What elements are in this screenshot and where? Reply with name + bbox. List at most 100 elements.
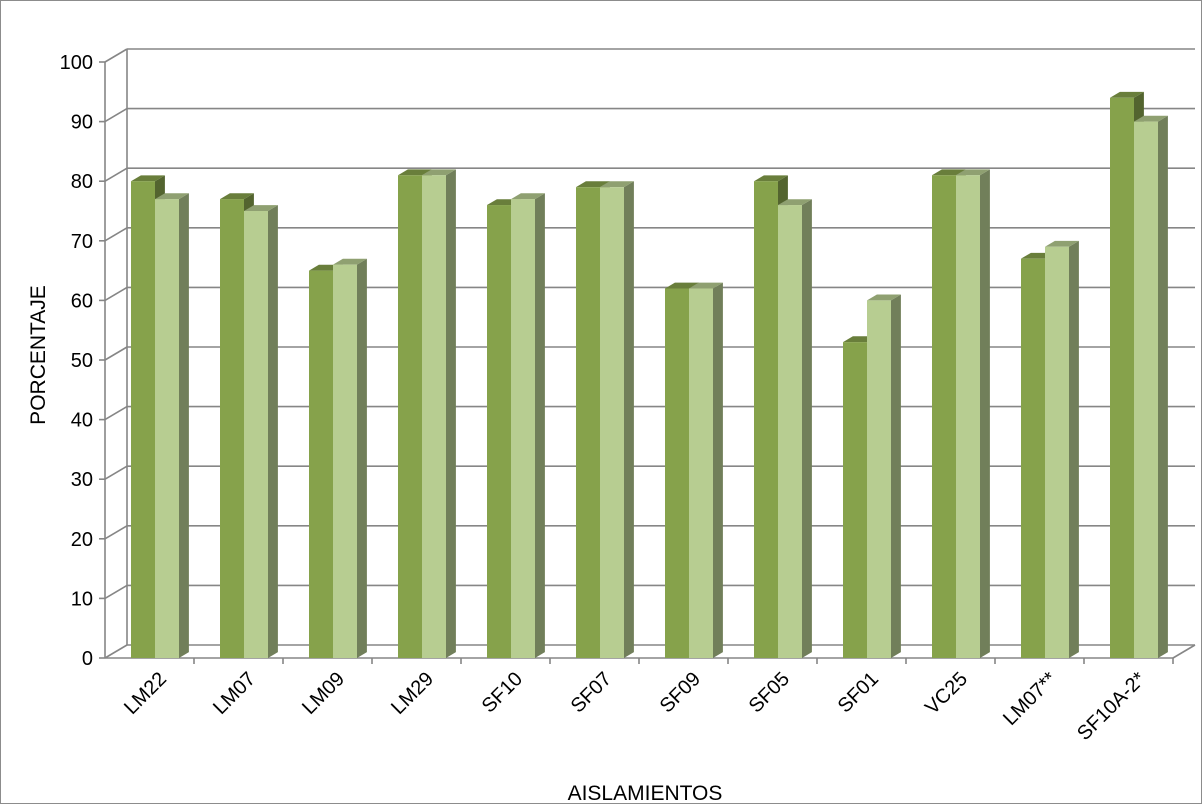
bar-front <box>155 199 179 658</box>
x-tick-label: LM07** <box>999 668 1061 730</box>
bar-side <box>624 181 634 658</box>
y-tick-label: 80 <box>71 171 93 193</box>
gridline-connector <box>104 405 128 421</box>
bar-top <box>689 282 723 289</box>
bar-side <box>179 193 189 659</box>
bar-front <box>754 181 778 658</box>
bar-side <box>268 205 278 658</box>
bar <box>956 169 990 659</box>
bar-top <box>576 181 610 188</box>
gridline-connector <box>104 584 128 600</box>
bar-front <box>1021 258 1045 658</box>
bar-front <box>576 187 600 658</box>
bar-front <box>843 342 867 658</box>
bar-side <box>1069 240 1079 658</box>
y-axis-title: PORCENTAJE <box>27 285 50 425</box>
bar-top <box>778 199 812 206</box>
x-tick-label: LM09 <box>298 668 349 719</box>
bar-front <box>398 175 422 659</box>
bar-top <box>131 175 165 182</box>
bar-side <box>713 282 723 658</box>
x-axis-title: AISLAMIENTOS <box>568 782 723 805</box>
y-tick-label: 40 <box>71 410 93 432</box>
y-tick-label: 0 <box>82 648 93 670</box>
bar-front <box>487 205 511 659</box>
bar <box>511 193 545 659</box>
bar-front <box>665 288 689 658</box>
bar-top <box>665 282 699 289</box>
x-tick-labels: LM22 LM07 LM09 LM29 SF10 SF07 SF09 SF05 SF01 VC25… <box>120 668 1150 745</box>
bar-front <box>309 270 333 658</box>
bar-front <box>1110 97 1134 658</box>
gridline-connector <box>104 107 128 123</box>
bar-front <box>244 211 268 658</box>
bar-side <box>357 258 367 658</box>
x-tick-label: SF05 <box>745 668 794 717</box>
x-tick-label: LM07 <box>209 668 260 719</box>
bar-top <box>1110 91 1144 98</box>
x-tick-label: SF10 <box>478 668 527 717</box>
gridline-connector <box>104 644 128 659</box>
x-tick-label: SF07 <box>567 668 616 717</box>
bar-top <box>398 169 432 176</box>
gridline-connector <box>104 167 128 182</box>
y-tick-label: 50 <box>71 350 93 372</box>
bar <box>867 294 901 658</box>
bar <box>1045 240 1079 658</box>
gridline-connector <box>104 465 128 480</box>
bar-top <box>244 205 278 211</box>
bar-front <box>956 175 980 659</box>
bar-side <box>802 199 812 658</box>
gridline-connector <box>104 525 128 540</box>
bar-top <box>155 193 189 200</box>
bar-front <box>220 199 244 658</box>
x-tick-label: SF01 <box>834 668 883 717</box>
bar-top <box>220 193 254 200</box>
y-tick-label: 70 <box>71 231 93 253</box>
y-tick-label: 20 <box>71 529 93 551</box>
bar-top <box>511 193 545 200</box>
bar-front <box>600 187 624 658</box>
bar-front <box>422 175 446 659</box>
bar-front <box>778 205 802 659</box>
y-tick-label: 60 <box>71 290 93 312</box>
bar <box>422 169 456 659</box>
gridline-connector <box>104 286 128 302</box>
x-tick-label: LM29 <box>387 668 438 719</box>
axes <box>99 49 1196 664</box>
bar-side <box>891 294 901 658</box>
bar-front <box>131 181 155 658</box>
floor-edge <box>1172 644 1196 659</box>
bar <box>155 193 189 659</box>
bar <box>1134 115 1168 659</box>
bar <box>333 258 367 658</box>
bar-side <box>535 193 545 659</box>
x-tick-label: VC25 <box>921 668 972 719</box>
bar-front <box>867 300 891 658</box>
bar <box>600 181 634 658</box>
bar-front <box>932 175 956 659</box>
bars <box>131 91 1168 659</box>
bar-top <box>754 175 788 182</box>
bar <box>689 282 723 658</box>
y-tick-label: 100 <box>60 52 93 74</box>
y-tick-label: 90 <box>71 112 93 134</box>
bar-top <box>422 169 456 176</box>
bar <box>244 205 278 658</box>
bar-top <box>867 294 901 301</box>
bar-front <box>333 264 357 658</box>
x-tick-label: SF09 <box>656 668 705 717</box>
bar-top <box>956 169 990 176</box>
x-tick-label: SF10A-2* <box>1073 668 1150 745</box>
bar-top <box>1134 115 1168 122</box>
bar-top <box>932 169 966 176</box>
bar-front <box>511 199 535 658</box>
bar-top <box>1045 240 1079 247</box>
y-tick-label: 30 <box>71 469 93 491</box>
bar-side <box>980 169 990 658</box>
gridline-connector <box>104 227 128 242</box>
bar-side <box>1158 115 1168 658</box>
y-tick-labels: 0 10 20 30 40 50 60 70 80 90 100 <box>60 52 93 670</box>
